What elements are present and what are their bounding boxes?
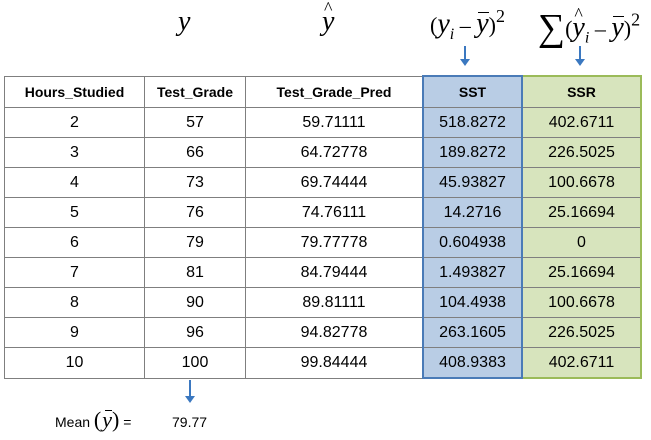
table-cell: 1.493827 — [422, 257, 523, 288]
table-row: 10 100 99.84444 408.9383 402.6711 — [4, 347, 642, 379]
table-row: 2 57 59.71111 518.8272 402.6711 — [4, 107, 642, 138]
table-cell: 5 — [4, 197, 145, 228]
table-cell: 2 — [4, 107, 145, 138]
table-row: 4 73 69.74444 45.93827 100.6678 — [4, 167, 642, 198]
column-header: Hours_Studied — [4, 75, 145, 108]
table-cell: 9 — [4, 317, 145, 348]
column-header: Test_Grade_Pred — [245, 75, 424, 108]
table-row: 9 96 94.82778 263.1605 226.5025 — [4, 317, 642, 348]
formula-ssr: ∑(yi – y)2 — [538, 6, 640, 50]
table-cell: 104.4938 — [422, 287, 523, 318]
mean-label: Mean (y) = — [55, 407, 132, 432]
arrow-down-icon — [573, 46, 587, 66]
table-row: 6 79 79.77778 0.604938 0 — [4, 227, 642, 258]
table-cell: 84.79444 — [245, 257, 424, 288]
column-header: Test_Grade — [144, 75, 246, 108]
table-cell: 402.6711 — [521, 107, 642, 138]
table-cell: 64.72778 — [245, 137, 424, 168]
arrow-down-icon — [458, 46, 472, 66]
table-cell: 100.6678 — [521, 287, 642, 318]
mean-value: 79.77 — [172, 414, 208, 430]
table-cell: 45.93827 — [422, 167, 523, 198]
table-cell: 25.16694 — [521, 197, 642, 228]
table-cell: 76 — [144, 197, 246, 228]
table-cell: 3 — [4, 137, 145, 168]
y-hat-symbol: y — [322, 6, 334, 38]
table-header-row: Hours_Studied Test_Grade Test_Grade_Pred… — [4, 75, 642, 108]
table-cell: 94.82778 — [245, 317, 424, 348]
table-cell: 263.1605 — [422, 317, 523, 348]
table-cell: 14.2716 — [422, 197, 523, 228]
table-cell: 25.16694 — [521, 257, 642, 288]
table-cell: 89.81111 — [245, 287, 424, 318]
table-cell: 79 — [144, 227, 246, 258]
table-cell: 518.8272 — [422, 107, 523, 138]
table-cell: 69.74444 — [245, 167, 424, 198]
table-cell: 402.6711 — [521, 347, 642, 379]
table-cell: 81 — [144, 257, 246, 288]
y-bar-symbol: y — [102, 407, 113, 432]
table-cell: 59.71111 — [245, 107, 424, 138]
table-cell: 73 — [144, 167, 246, 198]
table-cell: 189.8272 — [422, 137, 523, 168]
data-table: Hours_Studied Test_Grade Test_Grade_Pred… — [4, 75, 642, 379]
table-cell: 90 — [144, 287, 246, 318]
table-row: 7 81 84.79444 1.493827 25.16694 — [4, 257, 642, 288]
table-cell: 10 — [4, 347, 145, 379]
table-cell: 66 — [144, 137, 246, 168]
formula-sst: (yi – y)2 — [430, 6, 505, 43]
formula-y: y — [178, 6, 191, 37]
table-cell: 4 — [4, 167, 145, 198]
table-cell: 226.5025 — [521, 137, 642, 168]
table-cell: 408.9383 — [422, 347, 523, 379]
arrow-down-icon — [183, 380, 197, 404]
table-cell: 0 — [521, 227, 642, 258]
table-cell: 100 — [144, 347, 246, 379]
table-cell: 57 — [144, 107, 246, 138]
table-cell: 0.604938 — [422, 227, 523, 258]
table-cell: 99.84444 — [245, 347, 424, 379]
table-cell: 7 — [4, 257, 145, 288]
table-cell: 74.76111 — [245, 197, 424, 228]
table-cell: 100.6678 — [521, 167, 642, 198]
table-row: 5 76 74.76111 14.2716 25.16694 — [4, 197, 642, 228]
table-cell: 96 — [144, 317, 246, 348]
table-row: 3 66 64.72778 189.8272 226.5025 — [4, 137, 642, 168]
table-cell: 79.77778 — [245, 227, 424, 258]
table-cell: 8 — [4, 287, 145, 318]
column-header-ssr: SSR — [521, 75, 642, 108]
formula-y-hat: y — [322, 6, 334, 38]
table-row: 8 90 89.81111 104.4938 100.6678 — [4, 287, 642, 318]
table-cell: 6 — [4, 227, 145, 258]
table-cell: 226.5025 — [521, 317, 642, 348]
column-header-sst: SST — [422, 75, 523, 108]
